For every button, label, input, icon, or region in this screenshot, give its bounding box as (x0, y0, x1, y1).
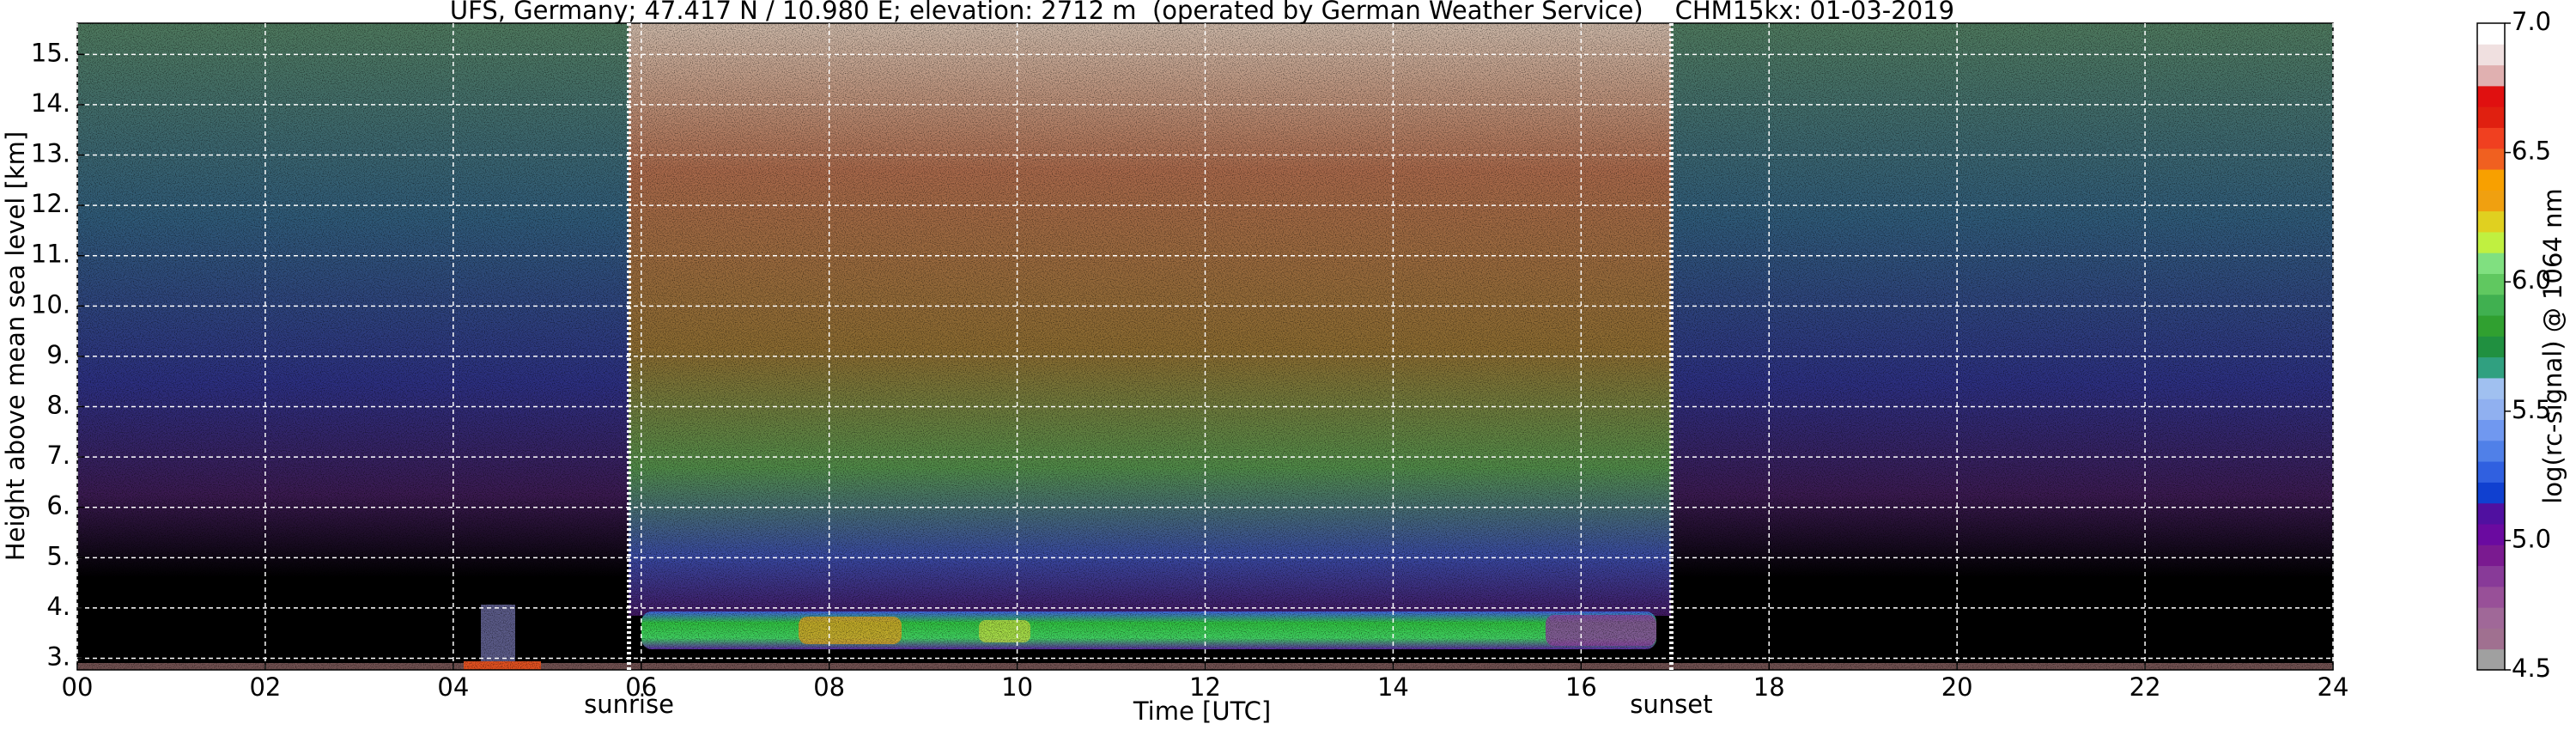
colorbar-segment (2477, 398, 2505, 421)
x-axis-label: Time [UTC] (1133, 697, 1271, 726)
colorbar-segment (2477, 315, 2505, 337)
colorbar-segment (2477, 648, 2505, 671)
annotation-label: sunrise (584, 690, 674, 719)
y-tick-label: 5. (46, 541, 70, 570)
colorbar-segment (2477, 231, 2505, 253)
colorbar-segment (2477, 461, 2505, 483)
y-tick-label: 12. (31, 189, 70, 218)
colorbar-segment (2477, 23, 2505, 45)
colorbar-segment (2477, 127, 2505, 149)
colorbar-segment (2477, 273, 2505, 295)
x-tick-label: 16 (1565, 672, 1597, 702)
colorbar-tick-label: 6.5 (2512, 137, 2551, 166)
colorbar-segment (2477, 44, 2505, 66)
y-tick-label: 11. (31, 240, 70, 269)
colorbar-segment (2477, 482, 2505, 504)
y-tick-label: 15. (31, 38, 70, 67)
colorbar-frame (2476, 22, 2506, 671)
x-tick-label: 00 (62, 672, 94, 702)
x-tick-label: 02 (249, 672, 281, 702)
y-tick-label: 8. (46, 391, 70, 420)
colorbar-segment (2477, 377, 2505, 399)
x-tick-label: 18 (1753, 672, 1785, 702)
colorbar-tick-label: 5.5 (2512, 395, 2551, 424)
backscatter-field (77, 23, 2333, 670)
x-tick-label: 12 (1189, 672, 1221, 702)
colorbar-segment (2477, 169, 2505, 191)
colorbar-tick-label: 6.0 (2512, 265, 2551, 295)
colorbar-segment (2477, 336, 2505, 358)
x-tick-label: 20 (1941, 672, 1973, 702)
colorbar-segment (2477, 586, 2505, 608)
colorbar-tick-label: 4.5 (2512, 654, 2551, 683)
y-tick-label: 4. (46, 592, 70, 621)
x-tick-label: 14 (1377, 672, 1409, 702)
annotation-label: sunset (1630, 690, 1712, 719)
x-tick-label: 24 (2318, 672, 2349, 702)
colorbar-segment (2477, 523, 2505, 545)
colorbar-segment (2477, 544, 2505, 567)
y-tick-label: 10. (31, 289, 70, 319)
colorbar-tick-label: 7.0 (2512, 7, 2551, 36)
x-tick-label: 06 (625, 672, 657, 702)
colorbar-segment (2477, 419, 2505, 441)
x-tick-label: 22 (2129, 672, 2161, 702)
y-tick-label: 6. (46, 491, 70, 520)
colorbar-segment (2477, 440, 2505, 462)
colorbar-label: log(rc-signal) @ 1064 nm (2538, 188, 2567, 503)
y-tick-label: 9. (46, 340, 70, 369)
chart-title: UFS, Germany; 47.417 N / 10.980 E; eleva… (450, 0, 1954, 25)
colorbar-segment (2477, 356, 2505, 379)
y-axis-label: Height above mean sea level [km] (1, 131, 30, 561)
colorbar-segment (2477, 64, 2505, 87)
y-tick-label: 3. (46, 642, 70, 672)
colorbar-segment (2477, 294, 2505, 316)
colorbar-segment (2477, 148, 2505, 170)
colorbar-segment (2477, 252, 2505, 274)
colorbar-segment (2477, 628, 2505, 650)
colorbar-segment (2477, 502, 2505, 525)
y-tick-label: 14. (31, 88, 70, 118)
colorbar-segment (2477, 210, 2505, 233)
colorbar-segment (2477, 565, 2505, 587)
colorbar-tick-label: 5.0 (2512, 524, 2551, 553)
y-tick-label: 7. (46, 441, 70, 470)
colorbar-segment (2477, 607, 2505, 629)
x-tick-label: 08 (813, 672, 845, 702)
y-tick-label: 13. (31, 139, 70, 168)
x-tick-label: 04 (437, 672, 469, 702)
colorbar-segment (2477, 85, 2505, 107)
x-tick-label: 10 (1001, 672, 1033, 702)
colorbar-segment (2477, 190, 2505, 212)
colorbar-segment (2477, 106, 2505, 128)
